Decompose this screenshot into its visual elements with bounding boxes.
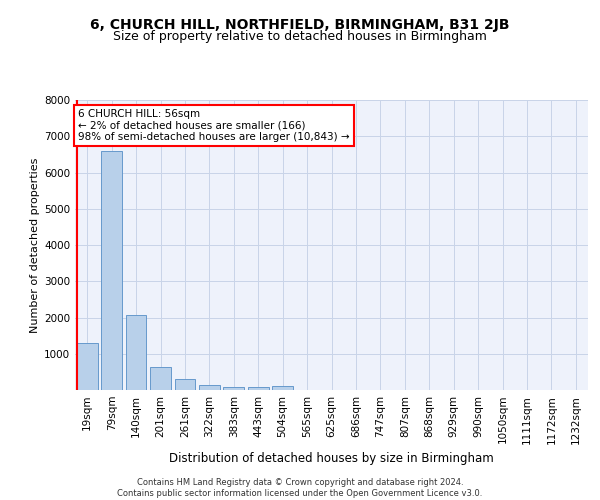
Bar [125,314,146,390]
Text: 6 CHURCH HILL: 56sqm
← 2% of detached houses are smaller (166)
98% of semi-detac: 6 CHURCH HILL: 56sqm ← 2% of detached ho… [78,109,350,142]
Bar [199,384,220,390]
Text: Size of property relative to detached houses in Birmingham: Size of property relative to detached ho… [113,30,487,43]
Y-axis label: Number of detached properties: Number of detached properties [30,158,40,332]
Bar [101,152,122,390]
Bar [77,343,98,390]
Bar [175,380,196,390]
Text: Contains HM Land Registry data © Crown copyright and database right 2024.
Contai: Contains HM Land Registry data © Crown c… [118,478,482,498]
X-axis label: Distribution of detached houses by size in Birmingham: Distribution of detached houses by size … [169,452,494,465]
Bar [150,367,171,390]
Text: 6, CHURCH HILL, NORTHFIELD, BIRMINGHAM, B31 2JB: 6, CHURCH HILL, NORTHFIELD, BIRMINGHAM, … [90,18,510,32]
Bar [248,388,269,390]
Bar [223,386,244,390]
Bar [272,386,293,390]
